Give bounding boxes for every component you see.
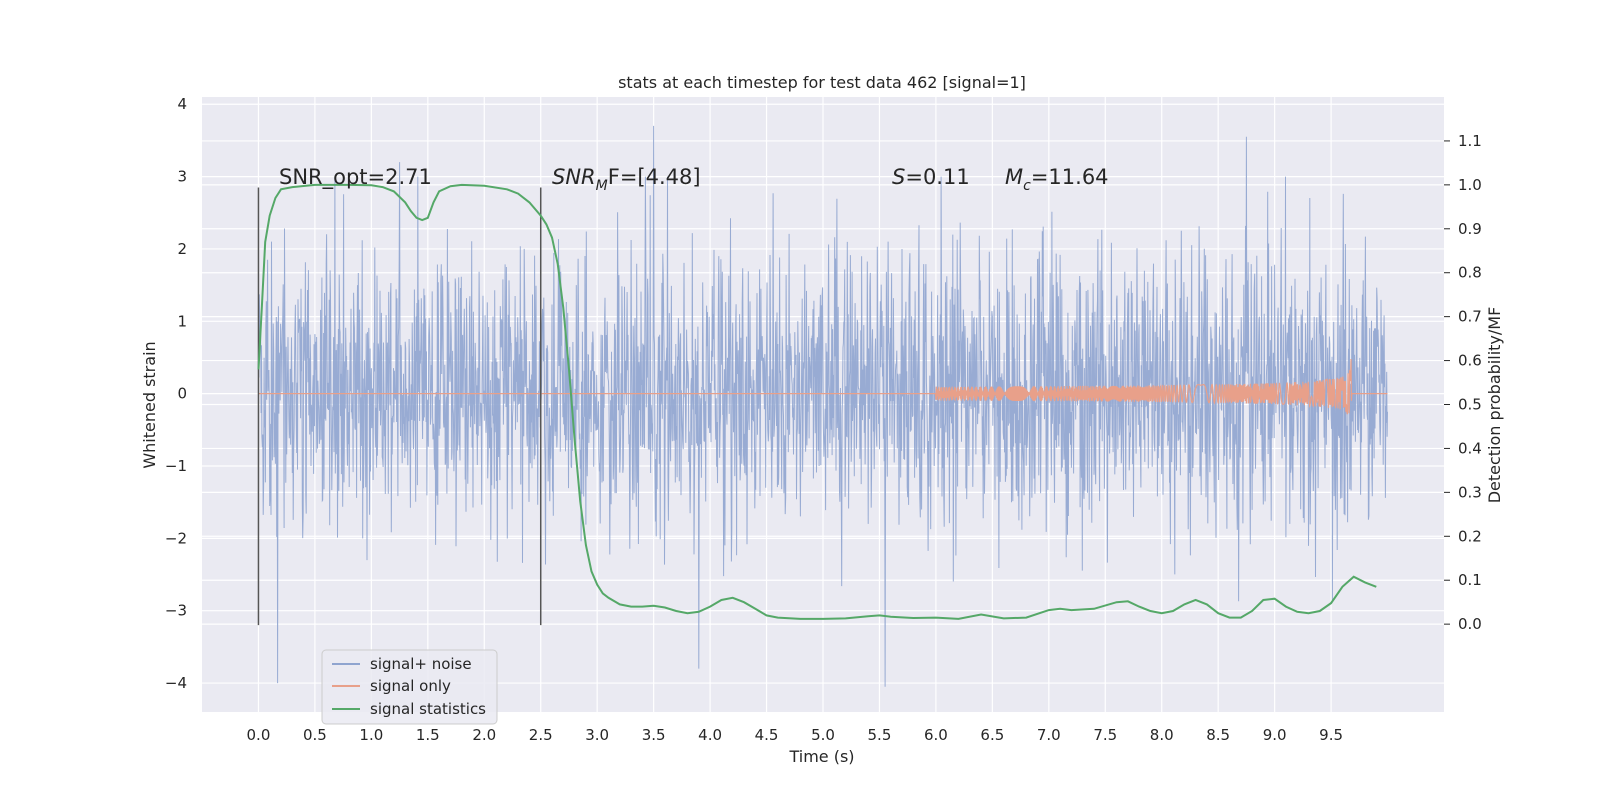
annotation-snr-mf-value: F=[4.48] [608,165,701,189]
x-tick-label: 8.5 [1206,726,1230,744]
y-tick-label: −1 [165,457,187,475]
y2-tick-label: 0.5 [1458,396,1482,414]
y2-tick-label: 0.4 [1458,439,1482,457]
x-axis-ticks: 0.0 0.5 1.0 1.5 2.0 2.5 3.0 3.5 4.0 4.5 5.0 5.5 6.0 6… [247,726,1343,744]
x-tick-label: 1.0 [359,726,383,744]
annotation-mc: Mc=11.64 [1005,165,1109,194]
y2-tick-label: 0.9 [1458,220,1482,238]
x-tick-label: 7.0 [1037,726,1061,744]
x-tick-label: 4.0 [698,726,722,744]
x-tick-label: 0.0 [247,726,271,744]
y2-tick-label: 0.2 [1458,527,1482,545]
x-tick-label: 3.5 [642,726,666,744]
legend-box [321,649,498,725]
y2-tick-label: 1.1 [1458,132,1482,150]
annotation-snr-opt: SNR_opt=2.71 [279,165,432,190]
y-tick-label: −2 [165,529,187,547]
y2-tick-label: 0.3 [1458,483,1482,501]
y2-tick-label: 0.7 [1458,308,1482,326]
legend: signal+ noise signal only signal statist… [321,649,498,725]
annotation-mc-value: =11.64 [1031,165,1109,189]
annotation-snr-mf: SNRMF=[4.48] [552,165,701,194]
legend-label-signal-only: signal only [370,677,451,695]
x-tick-label: 5.0 [811,726,835,744]
annotation-s-value: =0.11 [905,165,969,189]
signal-only-line [258,358,1388,415]
x-tick-label: 4.5 [755,726,779,744]
y-tick-label: 3 [177,168,187,186]
x-tick-label: 7.5 [1093,726,1117,744]
y-tick-label: 0 [177,385,187,403]
x-tick-label: 3.0 [585,726,609,744]
signal-only-series [258,358,1388,415]
y2-tick-label: 0.6 [1458,352,1482,370]
signal-statistics-line [257,183,1377,620]
signal-noise-line [258,125,1388,687]
x-tick-label: 2.5 [529,726,553,744]
annotation-snr-mf-subscript: M [596,178,608,194]
legend-label-signal-statistics: signal statistics [370,700,486,718]
y2-tick-label: 0.0 [1458,615,1482,633]
x-tick-label: 1.5 [416,726,440,744]
y-tick-label: −3 [165,602,187,620]
signal-noise-series [258,125,1388,687]
y-tick-label: 2 [177,240,187,258]
y2-axis-label: Detection probability/MF [1485,307,1504,504]
y-tick-label: 4 [177,95,187,113]
x-tick-label: 5.5 [868,726,892,744]
y2-tick-label: 1.0 [1458,176,1482,194]
x-tick-label: 0.5 [303,726,327,744]
y-axis-ticks: 4 3 2 1 0 −1 −2 −3 −4 [165,95,187,692]
y-tick-label: −4 [165,674,187,692]
x-tick-label: 2.0 [472,726,496,744]
annotation-s-main: S [892,165,905,189]
x-tick-label: 6.0 [924,726,948,744]
legend-label-signal-noise: signal+ noise [370,655,472,673]
y2-tick-label: 0.1 [1458,571,1482,589]
x-tick-label: 8.0 [1150,726,1174,744]
x-tick-label: 9.0 [1263,726,1287,744]
y2-tick-label: 0.8 [1458,264,1482,282]
signal-statistics-series [257,183,1377,620]
x-axis-label: Time (s) [788,747,854,766]
x-tick-label: 9.5 [1319,726,1343,744]
x-tick-label: 6.5 [980,726,1004,744]
annotation-s: S=0.11 [892,165,970,189]
annotation-snr-mf-main: SNR [552,165,596,189]
marker-lines [257,187,542,626]
annotation-mc-main: M [1005,165,1023,189]
annotation-mc-subscript: c [1023,178,1031,194]
chart-title: stats at each timestep for test data 462… [618,73,1026,92]
y-tick-label: 1 [177,312,187,330]
y-axis-label: Whitened strain [140,341,159,468]
y2-axis-ticks: 1.1 1.0 0.9 0.8 0.7 0.6 0.5 0.4 0.3 0.2 0.1 0.0 [1444,132,1482,633]
